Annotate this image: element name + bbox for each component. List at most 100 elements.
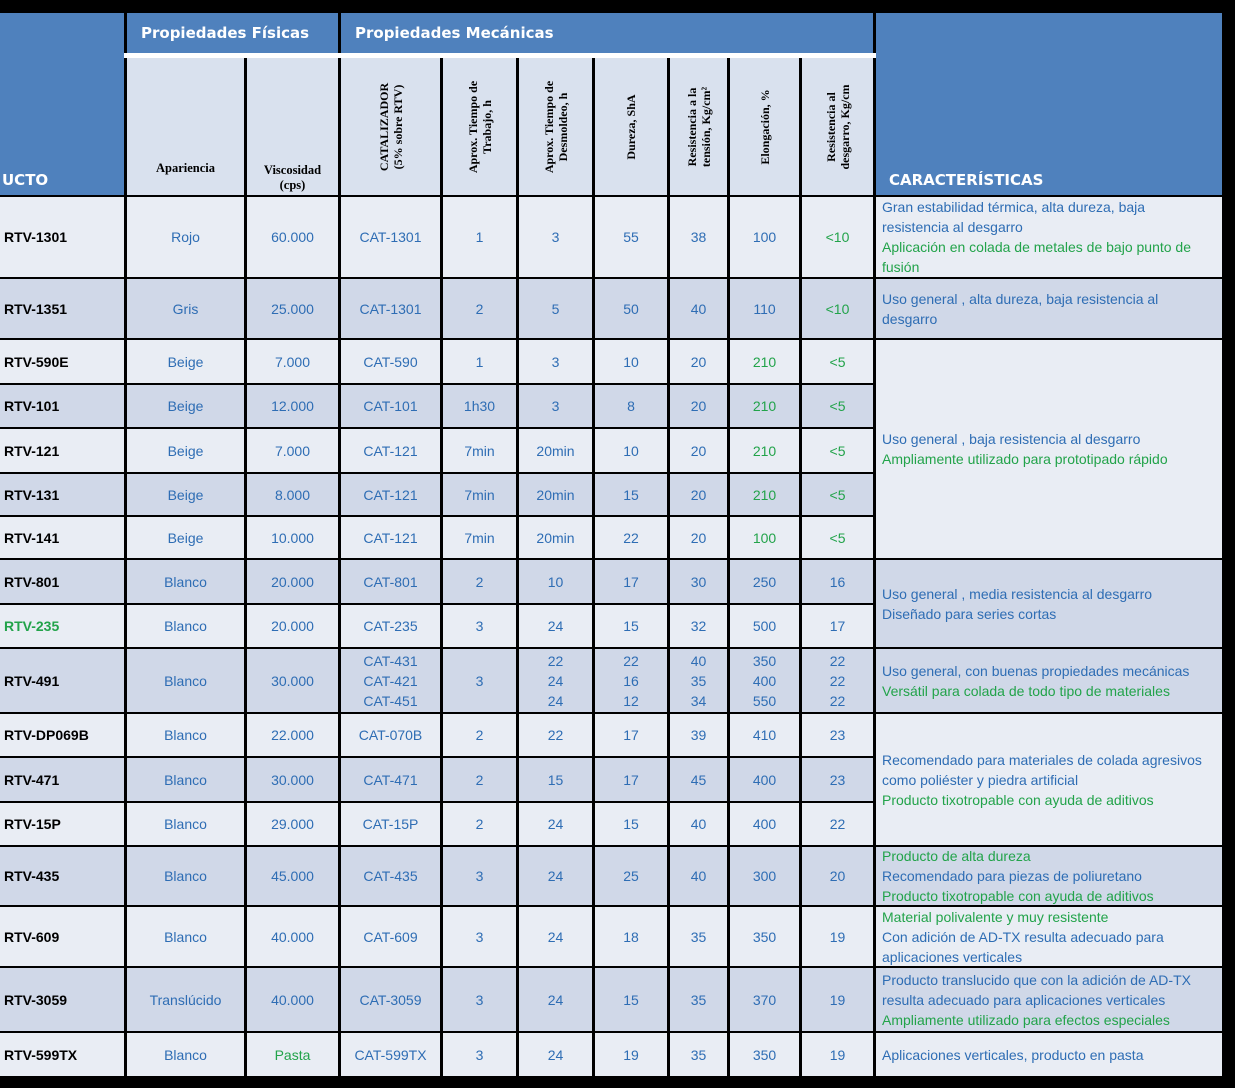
cell-apariencia: Blanco (127, 649, 244, 712)
cell-viscosidad: 10.000 (247, 517, 338, 558)
cell-desgarro: 16 (802, 560, 873, 603)
cell-apariencia: Beige (127, 474, 244, 515)
cell-tension: 35 (670, 968, 727, 1031)
cell-viscosidad: 20.000 (247, 605, 338, 647)
cell-catalizador: CAT-599TX (341, 1033, 440, 1076)
caracteristicas-cell: Uso general , baja resistencia al desgar… (876, 340, 1222, 558)
cell-apariencia: Translúcido (127, 968, 244, 1031)
group-header-mecanicas: Propiedades Mecánicas (341, 13, 873, 53)
caracteristicas-line: Uso general , baja resistencia al desgar… (882, 431, 1141, 447)
header-producto-label: UCTO (2, 171, 49, 189)
header-producto-cell: UCTO (0, 13, 124, 195)
cell-dureza: 19 (595, 1033, 667, 1076)
cell-value-line: 350 (752, 652, 777, 669)
product-name-cell: RTV-235 (0, 605, 124, 647)
cell-value-line: CAT-451 (363, 692, 418, 709)
cell-value-line: CAT-431 (363, 652, 418, 669)
cell-desgarro: 20 (802, 847, 873, 905)
cell-elongacion: 210 (730, 429, 799, 472)
cell-trabajo: 2 (443, 714, 516, 756)
cell-desgarro: 19 (802, 1033, 873, 1076)
cell-trabajo: 2 (443, 279, 516, 338)
cell-trabajo: 3 (443, 605, 516, 647)
cell-apariencia: Beige (127, 517, 244, 558)
cell-tension: 35 (670, 1033, 727, 1076)
caracteristicas-line: Material polivalente y muy resistente (882, 908, 1109, 925)
column-header-tension: Resistencia a la tensión, Kg/cm² (670, 58, 727, 195)
cell-catalizador: CAT-121 (341, 474, 440, 515)
cell-desmoldeo: 3 (519, 197, 592, 277)
cell-desgarro: <5 (802, 429, 873, 472)
caracteristicas-cell: Uso general , media resistencia al desga… (876, 560, 1222, 647)
cell-elongacion: 210 (730, 340, 799, 383)
cell-desgarro: 23 (802, 714, 873, 756)
cell-viscosidad: 40.000 (247, 907, 338, 966)
cell-catalizador: CAT-3059 (341, 968, 440, 1031)
cell-trabajo: 7min (443, 429, 516, 472)
cell-apariencia: Blanco (127, 1033, 244, 1076)
cell-desmoldeo: 3 (519, 340, 592, 383)
cell-tension: 40 (670, 803, 727, 845)
product-name-cell: RTV-141 (0, 517, 124, 558)
cell-apariencia: Blanco (127, 605, 244, 647)
cell-trabajo: 1h30 (443, 385, 516, 427)
caracteristicas-line: Uso general, con buenas propiedades mecá… (882, 662, 1190, 679)
cell-value-line: 550 (752, 692, 777, 709)
column-header-dureza: Dureza, ShA (595, 58, 667, 195)
cell-apariencia: Blanco (127, 758, 244, 801)
cell-apariencia: Gris (127, 279, 244, 338)
caracteristicas-line: Producto tixotropable con ayuda de aditi… (882, 791, 1154, 808)
cell-tension: 45 (670, 758, 727, 801)
cell-apariencia: Beige (127, 429, 244, 472)
cell-apariencia: Blanco (127, 847, 244, 905)
column-header-label: Apariencia (155, 161, 216, 175)
cell-elongacion: 350 (730, 1033, 799, 1076)
column-header-label: CATALIZADOR (5% sobre RTV) (376, 82, 405, 171)
cell-desgarro: 22 22 22 (802, 649, 873, 712)
cell-apariencia: Blanco (127, 714, 244, 756)
cell-desgarro: <5 (802, 517, 873, 558)
cell-value-line: 22 (547, 652, 564, 669)
column-header-elongacion: Elongación, % (730, 58, 799, 195)
cell-catalizador: CAT-431 CAT-421 CAT-451 (341, 649, 440, 712)
product-name-cell: RTV-435 (0, 847, 124, 905)
cell-desmoldeo: 10 (519, 560, 592, 603)
caracteristicas-line: resulta adecuado para aplicaciones verti… (882, 991, 1166, 1008)
cell-catalizador: CAT-070B (341, 714, 440, 756)
cell-viscosidad: 60.000 (247, 197, 338, 277)
cell-dureza: 18 (595, 907, 667, 966)
caracteristicas-line: Con adición de AD-TX resulta adecuado pa… (882, 928, 1164, 945)
cell-tension: 39 (670, 714, 727, 756)
cell-trabajo: 2 (443, 758, 516, 801)
column-header-label: Dureza, ShA (624, 93, 638, 160)
column-header-label: Aprox. Tiempo de Trabajo, h (465, 80, 494, 173)
cell-value-line: 34 (690, 692, 707, 709)
cell-tension: 40 (670, 279, 727, 338)
cell-dureza: 15 (595, 474, 667, 515)
cell-apariencia: Beige (127, 385, 244, 427)
cell-catalizador: CAT-590 (341, 340, 440, 383)
cell-apariencia: Blanco (127, 907, 244, 966)
cell-desgarro: 17 (802, 605, 873, 647)
cell-value-line: 22 (829, 652, 846, 669)
cell-viscosidad: 8.000 (247, 474, 338, 515)
cell-tension: 20 (670, 474, 727, 515)
cell-catalizador: CAT-471 (341, 758, 440, 801)
cell-desgarro: 19 (802, 968, 873, 1031)
cell-elongacion: 100 (730, 197, 799, 277)
cell-trabajo: 7min (443, 517, 516, 558)
cell-catalizador: CAT-1301 (341, 279, 440, 338)
caracteristicas-line: Gran estabilidad térmica, alta dureza, b… (882, 199, 1146, 215)
caracteristicas-cell: Producto de alta dureza Recomendado para … (876, 847, 1222, 905)
cell-viscosidad: 25.000 (247, 279, 338, 338)
caracteristicas-line: aplicaciones verticales (882, 948, 1023, 965)
caracteristicas-line: Recomendado para materiales de colada ag… (882, 751, 1202, 768)
cell-elongacion: 400 (730, 758, 799, 801)
cell-viscosidad: 20.000 (247, 560, 338, 603)
cell-tension: 32 (670, 605, 727, 647)
cell-desgarro: 22 (802, 803, 873, 845)
caracteristicas-cell: Recomendado para materiales de colada ag… (876, 714, 1222, 845)
cell-tension: 30 (670, 560, 727, 603)
cell-dureza: 22 16 12 (595, 649, 667, 712)
cell-viscosidad: 7.000 (247, 429, 338, 472)
